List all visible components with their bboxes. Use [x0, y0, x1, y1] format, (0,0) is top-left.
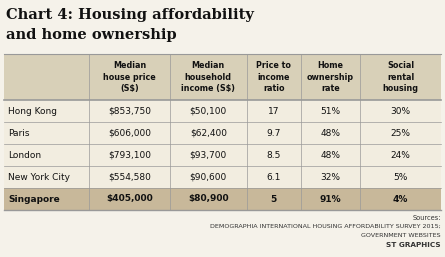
Text: 48%: 48%: [321, 128, 341, 137]
Text: and home ownership: and home ownership: [6, 28, 177, 42]
Text: 4%: 4%: [393, 195, 408, 204]
Text: ST GRAPHICS: ST GRAPHICS: [386, 242, 441, 248]
Text: Singapore: Singapore: [8, 195, 60, 204]
Text: $405,000: $405,000: [106, 195, 153, 204]
Text: 25%: 25%: [391, 128, 411, 137]
Text: 51%: 51%: [320, 106, 341, 115]
Text: DEMOGRAPHIA INTERNATIONAL HOUSING AFFORDABILITY SURVEY 2015;: DEMOGRAPHIA INTERNATIONAL HOUSING AFFORD…: [210, 224, 441, 229]
Text: 48%: 48%: [321, 151, 341, 160]
Text: $90,600: $90,600: [190, 172, 227, 181]
Text: Chart 4: Housing affordability: Chart 4: Housing affordability: [6, 8, 254, 22]
Text: $793,100: $793,100: [108, 151, 151, 160]
Text: 8.5: 8.5: [267, 151, 281, 160]
Text: 32%: 32%: [321, 172, 341, 181]
Text: GOVERNMENT WEBSITES: GOVERNMENT WEBSITES: [361, 233, 441, 238]
Text: 17: 17: [268, 106, 279, 115]
Bar: [4, 188, 441, 210]
Text: Price to
income
ratio: Price to income ratio: [256, 61, 291, 93]
Text: $50,100: $50,100: [190, 106, 227, 115]
Text: Median
household
income (S$): Median household income (S$): [181, 61, 235, 93]
Text: $554,580: $554,580: [108, 172, 151, 181]
Text: New York City: New York City: [8, 172, 70, 181]
Bar: [4, 54, 441, 100]
Text: 30%: 30%: [391, 106, 411, 115]
Text: London: London: [8, 151, 41, 160]
Text: Median
house price
(S$): Median house price (S$): [103, 61, 156, 93]
Text: Sources:: Sources:: [413, 215, 441, 221]
Text: Hong Kong: Hong Kong: [8, 106, 57, 115]
Text: 24%: 24%: [391, 151, 411, 160]
Text: $62,400: $62,400: [190, 128, 227, 137]
Text: Paris: Paris: [8, 128, 29, 137]
Bar: [4, 54, 441, 210]
Text: Social
rental
housing: Social rental housing: [383, 61, 419, 93]
Text: $606,000: $606,000: [108, 128, 151, 137]
Text: 91%: 91%: [320, 195, 341, 204]
Text: $80,900: $80,900: [188, 195, 229, 204]
Text: $853,750: $853,750: [108, 106, 151, 115]
Text: $93,700: $93,700: [190, 151, 227, 160]
Text: 5: 5: [271, 195, 277, 204]
Text: 9.7: 9.7: [267, 128, 281, 137]
Text: 6.1: 6.1: [267, 172, 281, 181]
Text: 5%: 5%: [393, 172, 408, 181]
Text: Home
ownership
rate: Home ownership rate: [307, 61, 354, 93]
